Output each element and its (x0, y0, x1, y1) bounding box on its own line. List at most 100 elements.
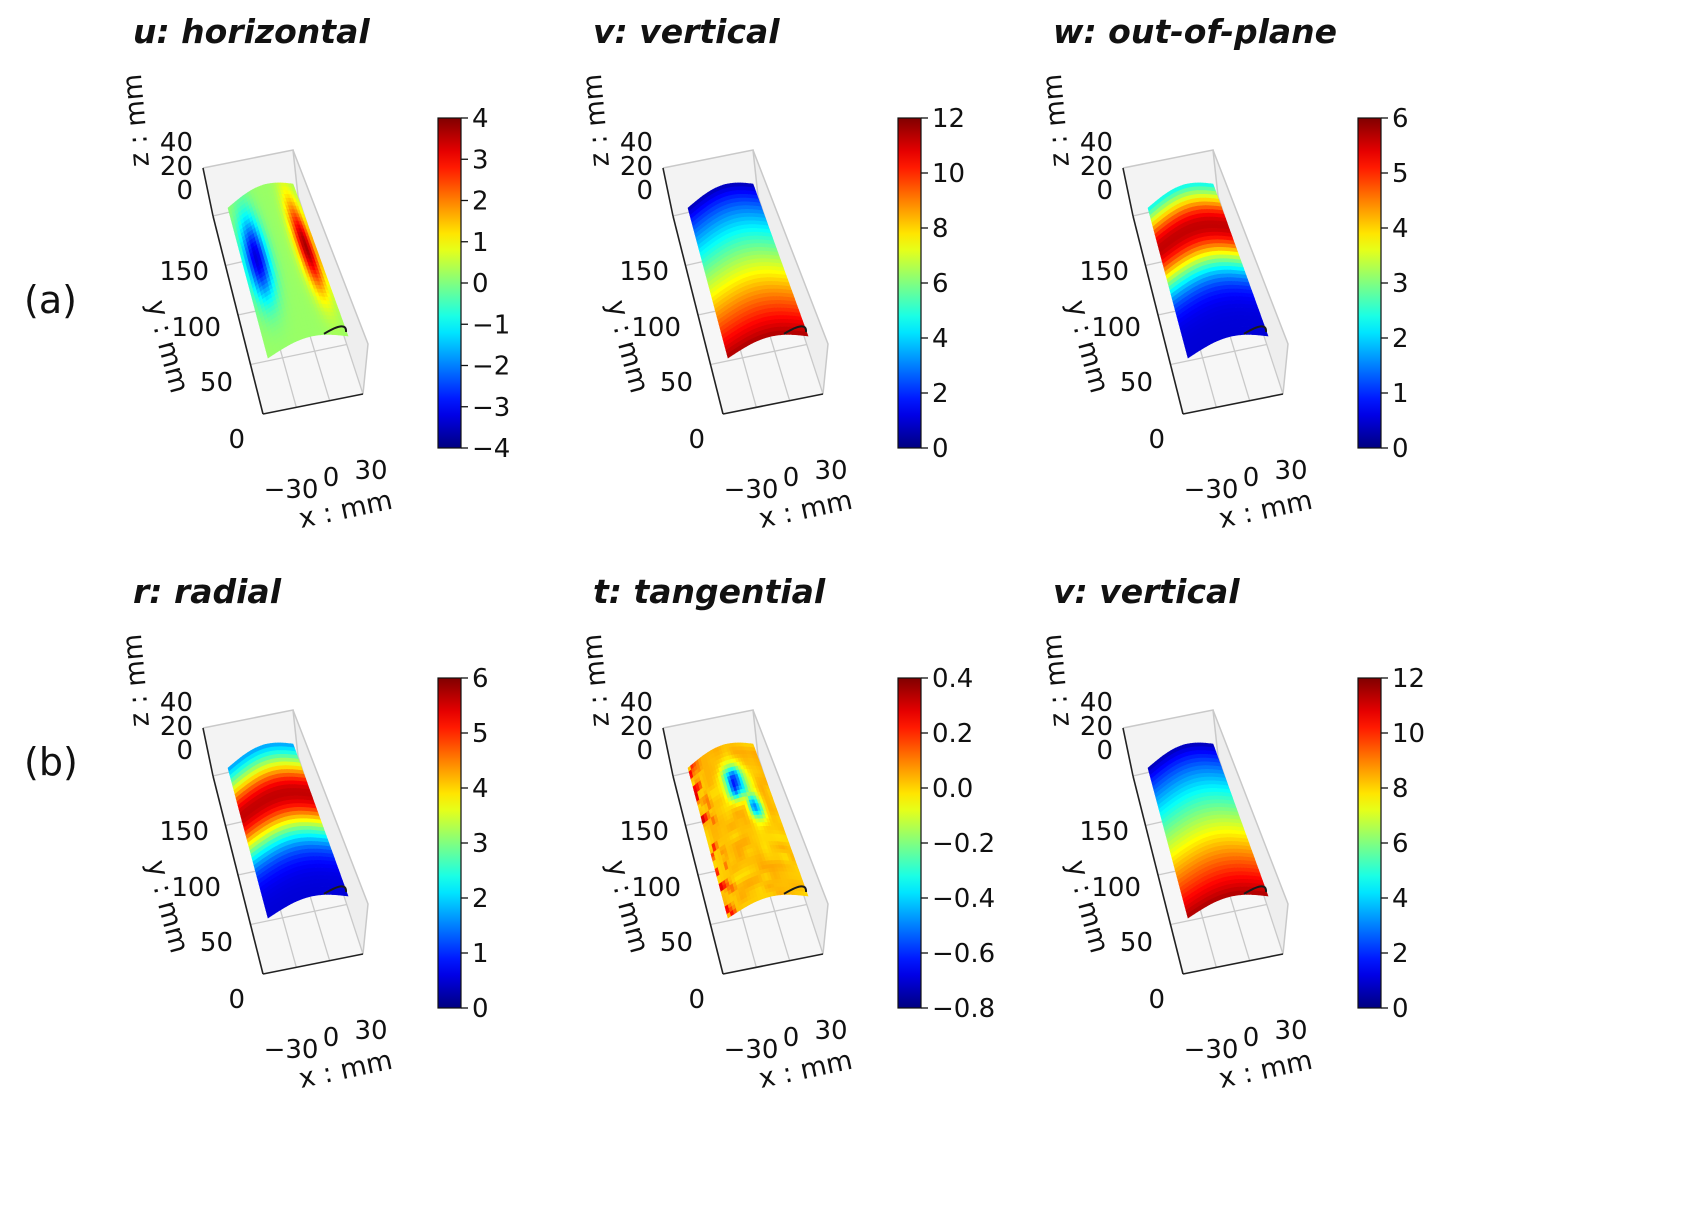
colorbar-tick-label: 5 (472, 719, 489, 749)
gridline (710, 903, 807, 926)
x-tick-label: 30 (354, 1016, 387, 1046)
x-tick-label: 0 (1243, 463, 1260, 493)
x-tick-label: −30 (264, 1035, 319, 1065)
z-axis-label: z : mm (117, 73, 156, 168)
x-axis-line (722, 953, 824, 975)
y-tick-label: 100 (171, 873, 221, 903)
colorbar-tick-label: 3 (472, 145, 489, 175)
colorbar-tick-label: 3 (472, 829, 489, 859)
colorbar-tick-label: 3 (1392, 269, 1409, 299)
surface-rim (323, 885, 348, 895)
y-axis-label: y : mm (140, 297, 194, 397)
y-tick-label: 50 (660, 368, 693, 398)
colorbar-tick-label: −1 (472, 310, 510, 340)
z-tick-label: 0 (636, 176, 653, 206)
z-axis-label: z : mm (117, 633, 156, 728)
surface (687, 182, 809, 359)
z-tick-label: 40 (160, 128, 193, 158)
panel-title: v: vertical (593, 12, 780, 51)
panel-title: w: out-of-plane (1053, 12, 1338, 51)
y-tick-label: 150 (619, 257, 669, 287)
surface-cell (1263, 331, 1269, 337)
z-tick-label: 40 (160, 688, 193, 718)
row-label-b: (b) (24, 740, 78, 784)
x-tick-label: 30 (354, 456, 387, 486)
pane-edge (752, 149, 829, 395)
colorbar (437, 677, 462, 1009)
surface-rim (1243, 325, 1268, 335)
colorbar-tick-label: 0 (1392, 434, 1409, 464)
y-tick-label: 0 (1148, 425, 1165, 455)
x-tick-label: −30 (1184, 475, 1239, 505)
x-axis-line (722, 393, 824, 415)
colorbar-tick-label: −3 (472, 393, 510, 423)
colorbar-tick-label: 6 (472, 664, 489, 694)
z-tick-label: 20 (160, 152, 193, 182)
colorbar-tick-label: 6 (1392, 104, 1409, 134)
colorbar-tick-label: 0 (472, 994, 489, 1024)
x-tick-label: −30 (264, 475, 319, 505)
y-tick-label: 150 (1079, 257, 1129, 287)
gridline (710, 343, 807, 366)
surface (227, 182, 349, 359)
surface-cell (343, 331, 349, 337)
z-tick-label: 0 (176, 176, 193, 206)
z-tick-label: 40 (1080, 128, 1113, 158)
y-axis-line (1132, 215, 1184, 415)
x-axis-line (262, 393, 364, 415)
x-axis-line (1182, 393, 1284, 415)
gridline (250, 903, 347, 926)
pane-right (293, 710, 368, 954)
z-axis-line (662, 167, 674, 217)
y-axis-line (672, 775, 724, 975)
y-tick-label: 100 (171, 313, 221, 343)
z-axis-line (662, 727, 674, 777)
y-tick-label: 0 (688, 425, 705, 455)
surface (687, 742, 809, 919)
x-tick-label: 30 (1274, 456, 1307, 486)
colorbar-tick-label: 12 (932, 104, 965, 134)
colorbar-tick-label: 4 (932, 324, 949, 354)
z-axis-line (202, 167, 214, 217)
panel-v-vertical-a: v: vertical 0 20 40 0 50 100 150 −30 0 30 z : mm y … (577, 8, 1093, 535)
z-tick-label: 20 (620, 152, 653, 182)
colorbar-tick-label: 1 (1392, 379, 1409, 409)
x-tick-label: −30 (724, 475, 779, 505)
pane-right (1213, 150, 1288, 394)
colorbar (897, 117, 922, 449)
y-tick-label: 50 (200, 928, 233, 958)
y-axis-line (212, 775, 264, 975)
colorbar-tick-label: 6 (932, 269, 949, 299)
colorbar-tick-label: 4 (1392, 214, 1409, 244)
y-axis-line (672, 215, 724, 415)
colorbar-tick-label: 2 (472, 884, 489, 914)
y-tick-label: 50 (1120, 368, 1153, 398)
panel-title: r: radial (133, 572, 282, 611)
panel-r-radial: r: radial 0 20 40 0 50 100 150 −30 0 30 z : mm y : … (117, 568, 633, 1095)
y-tick-label: 150 (159, 817, 209, 847)
y-axis-label: y : mm (600, 297, 654, 397)
x-tick-label: 0 (783, 463, 800, 493)
panel-title: t: tangential (593, 572, 826, 611)
pane-edge (292, 149, 369, 395)
surface-rim (323, 325, 348, 335)
panel-w-out-of-plane: w: out-of-plane 0 20 40 0 50 100 150 −30 0 30 z : … (1037, 8, 1553, 535)
y-tick-label: 50 (200, 368, 233, 398)
colorbar-tick-label: 0 (932, 434, 949, 464)
colorbar-tick-label: 5 (1392, 159, 1409, 189)
panel-title: u: horizontal (133, 12, 370, 51)
y-tick-label: 100 (631, 313, 681, 343)
colorbar-tick-label: 8 (932, 214, 949, 244)
gridline (250, 343, 347, 366)
x-tick-label: 30 (814, 456, 847, 486)
z-tick-label: 20 (1080, 152, 1113, 182)
